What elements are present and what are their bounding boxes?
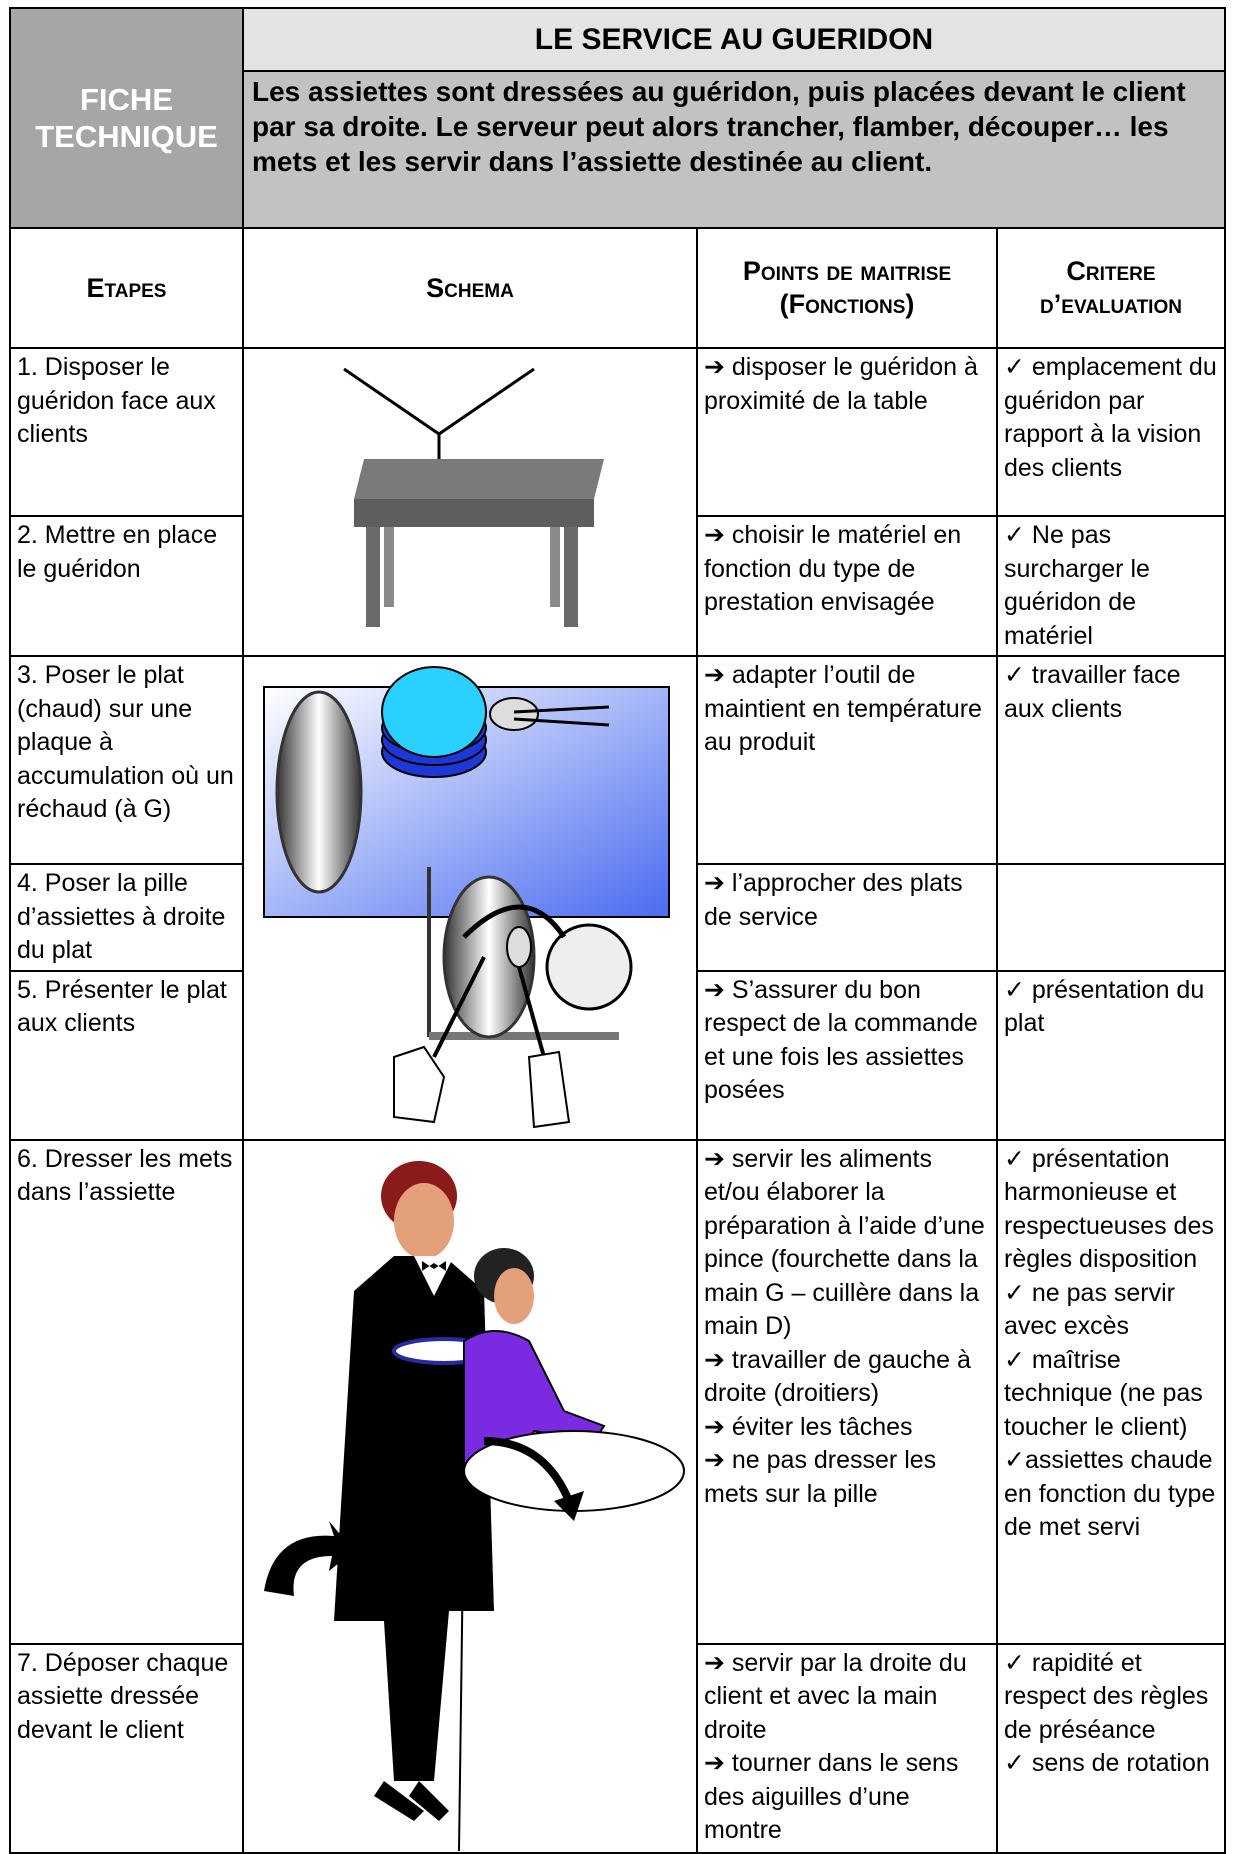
control-point: ➔ servir les aliments et/ou élaborer la …	[704, 1144, 985, 1341]
criterion: ✓assiettes chaude en fonction du type de…	[1004, 1446, 1216, 1541]
schema-cell	[242, 347, 698, 657]
serveur-drawing	[264, 1160, 685, 1851]
criteria-cell: ✓ travailler face aux clients	[996, 655, 1226, 865]
step: 1. Disposer le guéridon face aux clients	[9, 347, 244, 517]
criterion: ✓ présentation harmonieuse et respectueu…	[1004, 1144, 1214, 1274]
desc-row: Les assiettes sont dressées au guéridon,…	[10, 70, 1226, 229]
step-row: 7. Déposer chaque assiette dressée devan…	[9, 1642, 1226, 1854]
control-point: ➔ adapter l’outil de maintient en tempér…	[704, 661, 982, 756]
criteria-cell: ✓ emplacement du guéridon par rapport à …	[996, 347, 1226, 517]
criterion: ✓ emplacement du guéridon par rapport à …	[1004, 353, 1217, 482]
column-header: Etapes	[9, 227, 244, 349]
control-point: ➔ travailler de gauche à droite (droitie…	[704, 1345, 971, 1408]
title-row: FICHE TECHNIQUE LE SERVICE AU GUERIDON	[9, 7, 1226, 229]
criteria-cell: ✓ présentation du plat	[996, 969, 1226, 1141]
points-cell: ➔ disposer le guéridon à proximité de la…	[696, 347, 998, 517]
points-cell: ➔ l’approcher des plats de service	[696, 863, 998, 972]
step: 5. Présenter le plat aux clients	[9, 969, 244, 1141]
criteria-cell	[996, 863, 1226, 972]
step: 7. Déposer chaque assiette dressée devan…	[9, 1642, 244, 1854]
table-body: FICHE TECHNIQUE LE SERVICE AU GUERIDON L…	[9, 7, 1226, 1854]
criterion: ✓ maîtrise technique (ne pas toucher le …	[1004, 1345, 1203, 1441]
control-point: ➔ choisir le matériel en fonction du typ…	[704, 521, 962, 616]
column-header: Schema	[242, 227, 698, 349]
criteria-cell: ✓ présentation harmonieuse et respectueu…	[996, 1138, 1226, 1645]
points-cell: ➔ S’assurer du bon respect de la command…	[696, 969, 998, 1141]
control-point: ➔ ne pas dresser les mets sur la pille	[704, 1446, 937, 1508]
criterion: ✓ Ne pas surcharger le guéridon de matér…	[1004, 521, 1150, 650]
step: 4. Poser la pille d’assiettes à droite d…	[9, 863, 244, 972]
criterion: ✓ sens de rotation	[1004, 1749, 1210, 1778]
schema-cell	[242, 1138, 698, 1854]
criterion: ✓ rapidité et respect des règles de prés…	[1004, 1648, 1209, 1744]
title: LE SERVICE AU GUERIDON	[242, 7, 1226, 72]
step: 2. Mettre en place le guéridon	[9, 515, 244, 657]
control-point: ➔ S’assurer du bon respect de la command…	[704, 975, 978, 1105]
step-row: 2. Mettre en place le guéridon ➔ choisir …	[9, 515, 1226, 657]
step-row: 5. Présenter le plat aux clients ➔ S’assu…	[9, 969, 1226, 1141]
step-row: 4. Poser la pille d’assiettes à droite d…	[9, 863, 1226, 972]
control-point: ➔ tourner dans le sens des aiguilles d’u…	[704, 1749, 959, 1845]
service-drawing	[263, 666, 670, 1129]
control-point: ➔ servir par la droite du client et avec…	[704, 1648, 967, 1744]
step-row: 3. Poser le plat (chaud) sur une plaque …	[9, 655, 1226, 1141]
control-point: ➔ disposer le guéridon à proximité de la…	[704, 353, 978, 415]
fiche-table: FICHE TECHNIQUE LE SERVICE AU GUERIDON L…	[9, 7, 1226, 1854]
gueridon-drawing	[343, 367, 604, 627]
control-point: ➔ l’approcher des plats de service	[704, 869, 963, 931]
control-point: ➔ éviter les tâches	[704, 1412, 913, 1441]
points-cell: ➔ adapter l’outil de maintient en tempér…	[696, 655, 998, 865]
column-header-row: Etapes Schema Points de maitrise (Foncti…	[9, 227, 1226, 349]
column-header: Points de maitrise (Fonctions)	[696, 227, 998, 349]
criteria-cell: ✓ rapidité et respect des règles de prés…	[996, 1642, 1226, 1854]
criterion: ✓ travailler face aux clients	[1004, 661, 1181, 723]
step: 3. Poser le plat (chaud) sur une plaque …	[9, 655, 244, 865]
column-header: Critere d’evaluation	[996, 227, 1226, 349]
criteria-cell: ✓ Ne pas surcharger le guéridon de matér…	[996, 515, 1226, 657]
fiche-label: FICHE TECHNIQUE	[9, 7, 244, 229]
step: 6. Dresser les mets dans l’assiette	[9, 1138, 244, 1645]
criterion: ✓ ne pas servir avec excès	[1004, 1278, 1176, 1341]
description: Les assiettes sont dressées au guéridon,…	[242, 70, 1226, 229]
criterion: ✓ présentation du plat	[1004, 975, 1205, 1038]
points-cell: ➔ choisir le matériel en fonction du typ…	[696, 515, 998, 657]
points-cell: ➔ servir par la droite du client et avec…	[696, 1642, 998, 1854]
points-cell: ➔ servir les aliments et/ou élaborer la …	[696, 1138, 998, 1645]
schema-cell	[242, 655, 698, 1141]
step-row: 1. Disposer le guéridon face aux clients…	[9, 347, 1226, 657]
step-row: 6. Dresser les mets dans l’assiette ➔ se…	[9, 1138, 1226, 1854]
